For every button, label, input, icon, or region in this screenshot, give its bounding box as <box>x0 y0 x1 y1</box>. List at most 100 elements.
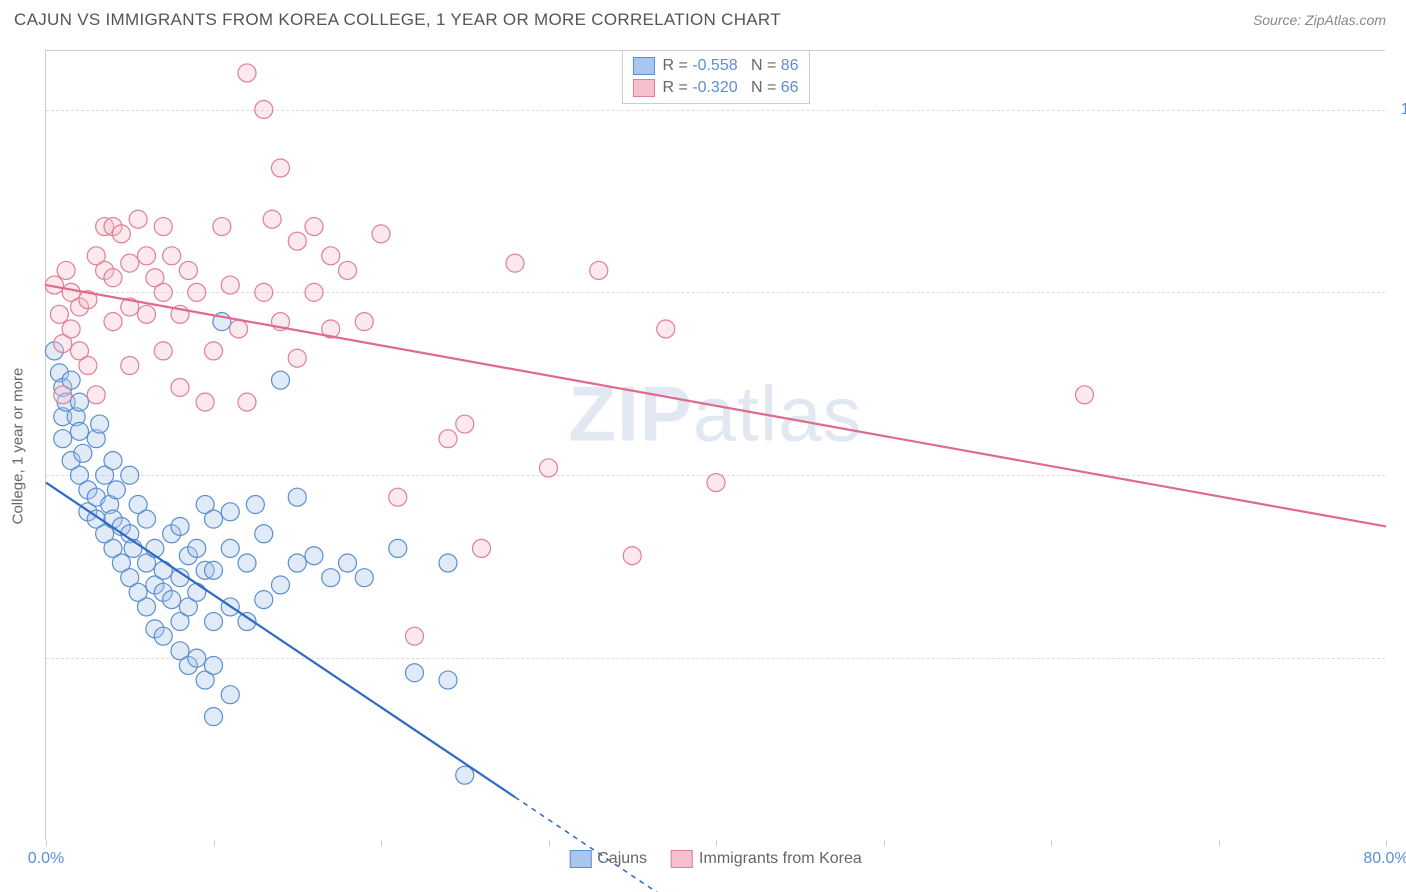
swatch-korea <box>671 850 693 868</box>
scatter-point <box>154 627 172 645</box>
scatter-point <box>57 261 75 279</box>
scatter-point <box>71 393 89 411</box>
legend-label-cajuns: Cajuns <box>597 850 647 868</box>
x-tick-label: 0.0% <box>28 850 64 868</box>
scatter-point <box>138 510 156 528</box>
scatter-point <box>707 474 725 492</box>
scatter-point <box>305 283 323 301</box>
scatter-point <box>473 539 491 557</box>
legend-label-korea: Immigrants from Korea <box>699 850 862 868</box>
scatter-point <box>389 488 407 506</box>
scatter-point <box>221 686 239 704</box>
scatter-point <box>305 218 323 236</box>
legend-correlation-row: R = -0.320 N = 66 <box>632 77 798 99</box>
scatter-point <box>188 539 206 557</box>
scatter-point <box>263 210 281 228</box>
scatter-point <box>154 283 172 301</box>
scatter-point <box>163 247 181 265</box>
scatter-point <box>288 488 306 506</box>
scatter-point <box>71 422 89 440</box>
scatter-point <box>179 261 197 279</box>
scatter-point <box>255 283 273 301</box>
scatter-point <box>154 561 172 579</box>
scatter-point <box>456 415 474 433</box>
scatter-point <box>272 159 290 177</box>
scatter-point <box>272 576 290 594</box>
chart-header: CAJUN VS IMMIGRANTS FROM KOREA COLLEGE, … <box>0 0 1406 38</box>
scatter-point <box>171 378 189 396</box>
scatter-point <box>54 386 72 404</box>
scatter-point <box>121 357 139 375</box>
legend-stat-text: R = -0.558 N = 86 <box>662 57 798 75</box>
scatter-point <box>54 430 72 448</box>
scatter-point <box>121 466 139 484</box>
legend-series: Cajuns Immigrants from Korea <box>569 850 862 868</box>
x-tick <box>716 840 717 846</box>
scatter-point <box>1076 386 1094 404</box>
scatter-point <box>272 371 290 389</box>
scatter-point <box>540 459 558 477</box>
y-tick-label: 100.0% <box>1401 101 1406 119</box>
scatter-point <box>188 283 206 301</box>
scatter-point <box>238 393 256 411</box>
chart-title: CAJUN VS IMMIGRANTS FROM KOREA COLLEGE, … <box>14 10 781 30</box>
scatter-point <box>389 539 407 557</box>
scatter-point <box>406 664 424 682</box>
scatter-point <box>154 342 172 360</box>
scatter-point <box>322 569 340 587</box>
swatch-icon <box>632 57 654 75</box>
scatter-point <box>213 218 231 236</box>
scatter-point <box>138 305 156 323</box>
scatter-point <box>138 247 156 265</box>
scatter-point <box>188 649 206 667</box>
scatter-point <box>205 342 223 360</box>
scatter-point <box>196 393 214 411</box>
scatter-point <box>205 656 223 674</box>
scatter-point <box>87 386 105 404</box>
scatter-point <box>623 547 641 565</box>
scatter-point <box>129 210 147 228</box>
scatter-point <box>104 269 122 287</box>
scatter-point <box>439 671 457 689</box>
scatter-point <box>205 613 223 631</box>
x-tick-label: 80.0% <box>1363 850 1406 868</box>
scatter-point <box>121 254 139 272</box>
legend-item-korea: Immigrants from Korea <box>671 850 862 868</box>
x-tick <box>1219 840 1220 846</box>
scatter-point <box>104 313 122 331</box>
x-tick <box>214 840 215 846</box>
scatter-point <box>230 320 248 338</box>
scatter-point <box>590 261 608 279</box>
scatter-point <box>163 591 181 609</box>
chart-source: Source: ZipAtlas.com <box>1253 12 1386 28</box>
legend-stat-text: R = -0.320 N = 66 <box>662 79 798 97</box>
scatter-point <box>205 561 223 579</box>
y-axis-label: College, 1 year or more <box>10 367 27 524</box>
scatter-point <box>288 554 306 572</box>
scatter-point <box>322 247 340 265</box>
scatter-point <box>246 496 264 514</box>
scatter-point <box>339 261 357 279</box>
scatter-point <box>138 598 156 616</box>
scatter-point <box>154 218 172 236</box>
scatter-point <box>205 510 223 528</box>
scatter-point <box>339 554 357 572</box>
scatter-plot <box>46 51 1385 840</box>
scatter-point <box>439 430 457 448</box>
legend-correlation-row: R = -0.558 N = 86 <box>632 55 798 77</box>
scatter-point <box>355 313 373 331</box>
scatter-point <box>238 64 256 82</box>
swatch-cajuns <box>569 850 591 868</box>
x-tick <box>1386 840 1387 846</box>
scatter-point <box>305 547 323 565</box>
scatter-point <box>255 525 273 543</box>
scatter-point <box>238 554 256 572</box>
scatter-point <box>221 276 239 294</box>
x-tick <box>381 840 382 846</box>
scatter-point <box>221 503 239 521</box>
scatter-point <box>657 320 675 338</box>
swatch-icon <box>632 79 654 97</box>
scatter-point <box>255 101 273 119</box>
scatter-point <box>288 349 306 367</box>
scatter-point <box>288 232 306 250</box>
